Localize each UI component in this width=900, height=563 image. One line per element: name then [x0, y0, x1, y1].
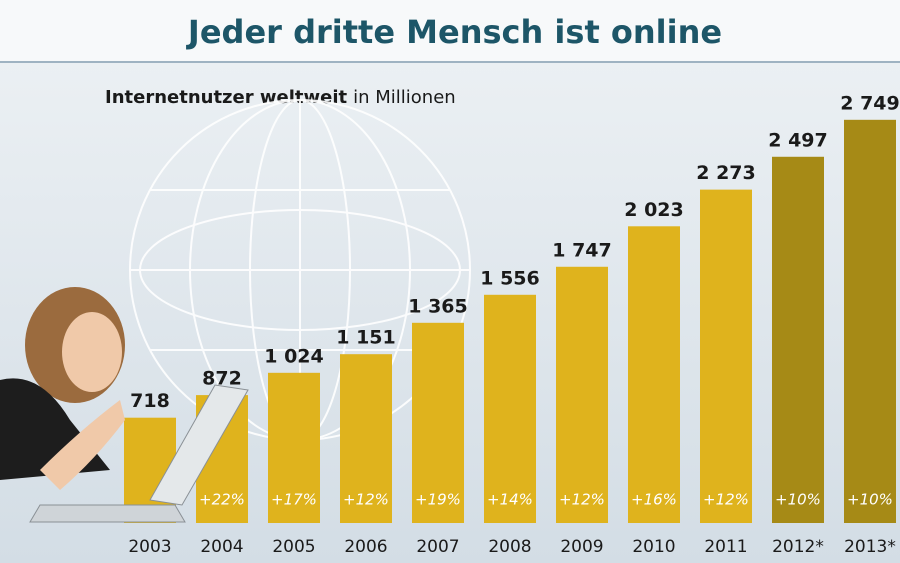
bar [556, 266, 608, 523]
x-tick-label: 2010 [632, 537, 675, 557]
bar [484, 294, 536, 523]
value-label: 2 497 [768, 129, 828, 151]
growth-label: +14% [487, 491, 533, 509]
bar [700, 189, 752, 524]
growth-label: +19% [415, 491, 461, 509]
bar [844, 119, 896, 524]
growth-label: +12% [703, 491, 749, 509]
x-tick-label: 2013* [844, 537, 896, 557]
growth-label: +12% [343, 491, 389, 509]
bar [412, 322, 464, 523]
growth-label: +10% [847, 491, 893, 509]
value-label: 2 273 [696, 162, 756, 184]
x-tick-label: 2003 [128, 537, 171, 557]
growth-label: +12% [559, 491, 605, 509]
x-tick-label: 2007 [416, 537, 459, 557]
growth-label: +16% [631, 491, 677, 509]
value-label: 718 [130, 390, 170, 412]
title-band [0, 0, 900, 62]
growth-label: +17% [271, 491, 317, 509]
bar [628, 226, 680, 523]
value-label: 1 556 [480, 267, 540, 289]
x-tick-label: 2009 [560, 537, 603, 557]
chart-subtitle: Internetnutzer weltweit in Millionen [105, 87, 456, 108]
subtitle-unit: in Millionen [353, 87, 456, 108]
growth-label: +10% [775, 491, 821, 509]
value-label: 1 365 [408, 295, 468, 317]
bar [772, 156, 824, 524]
person [0, 287, 125, 490]
bar [340, 354, 392, 523]
laptop [29, 384, 249, 523]
x-tick-label: 2011 [704, 537, 747, 557]
x-tick-label: 2008 [488, 537, 531, 557]
x-tick-label: 2006 [344, 537, 387, 557]
x-tick-label: 2004 [200, 537, 243, 557]
chart-title: Jeder dritte Mensch ist online [186, 13, 722, 51]
value-label: 1 151 [336, 327, 396, 349]
bar [268, 372, 320, 523]
growth-label: +22% [199, 491, 245, 509]
subtitle-main: Internetnutzer weltweit [105, 87, 348, 108]
value-label: 2 023 [624, 199, 684, 221]
value-label: 1 024 [264, 345, 324, 367]
value-label: 872 [202, 368, 242, 390]
value-label: 2 749 [840, 92, 900, 114]
value-label: 1 747 [552, 239, 612, 261]
x-tick-label: 2012* [772, 537, 824, 557]
x-tick-label: 2005 [272, 537, 315, 557]
